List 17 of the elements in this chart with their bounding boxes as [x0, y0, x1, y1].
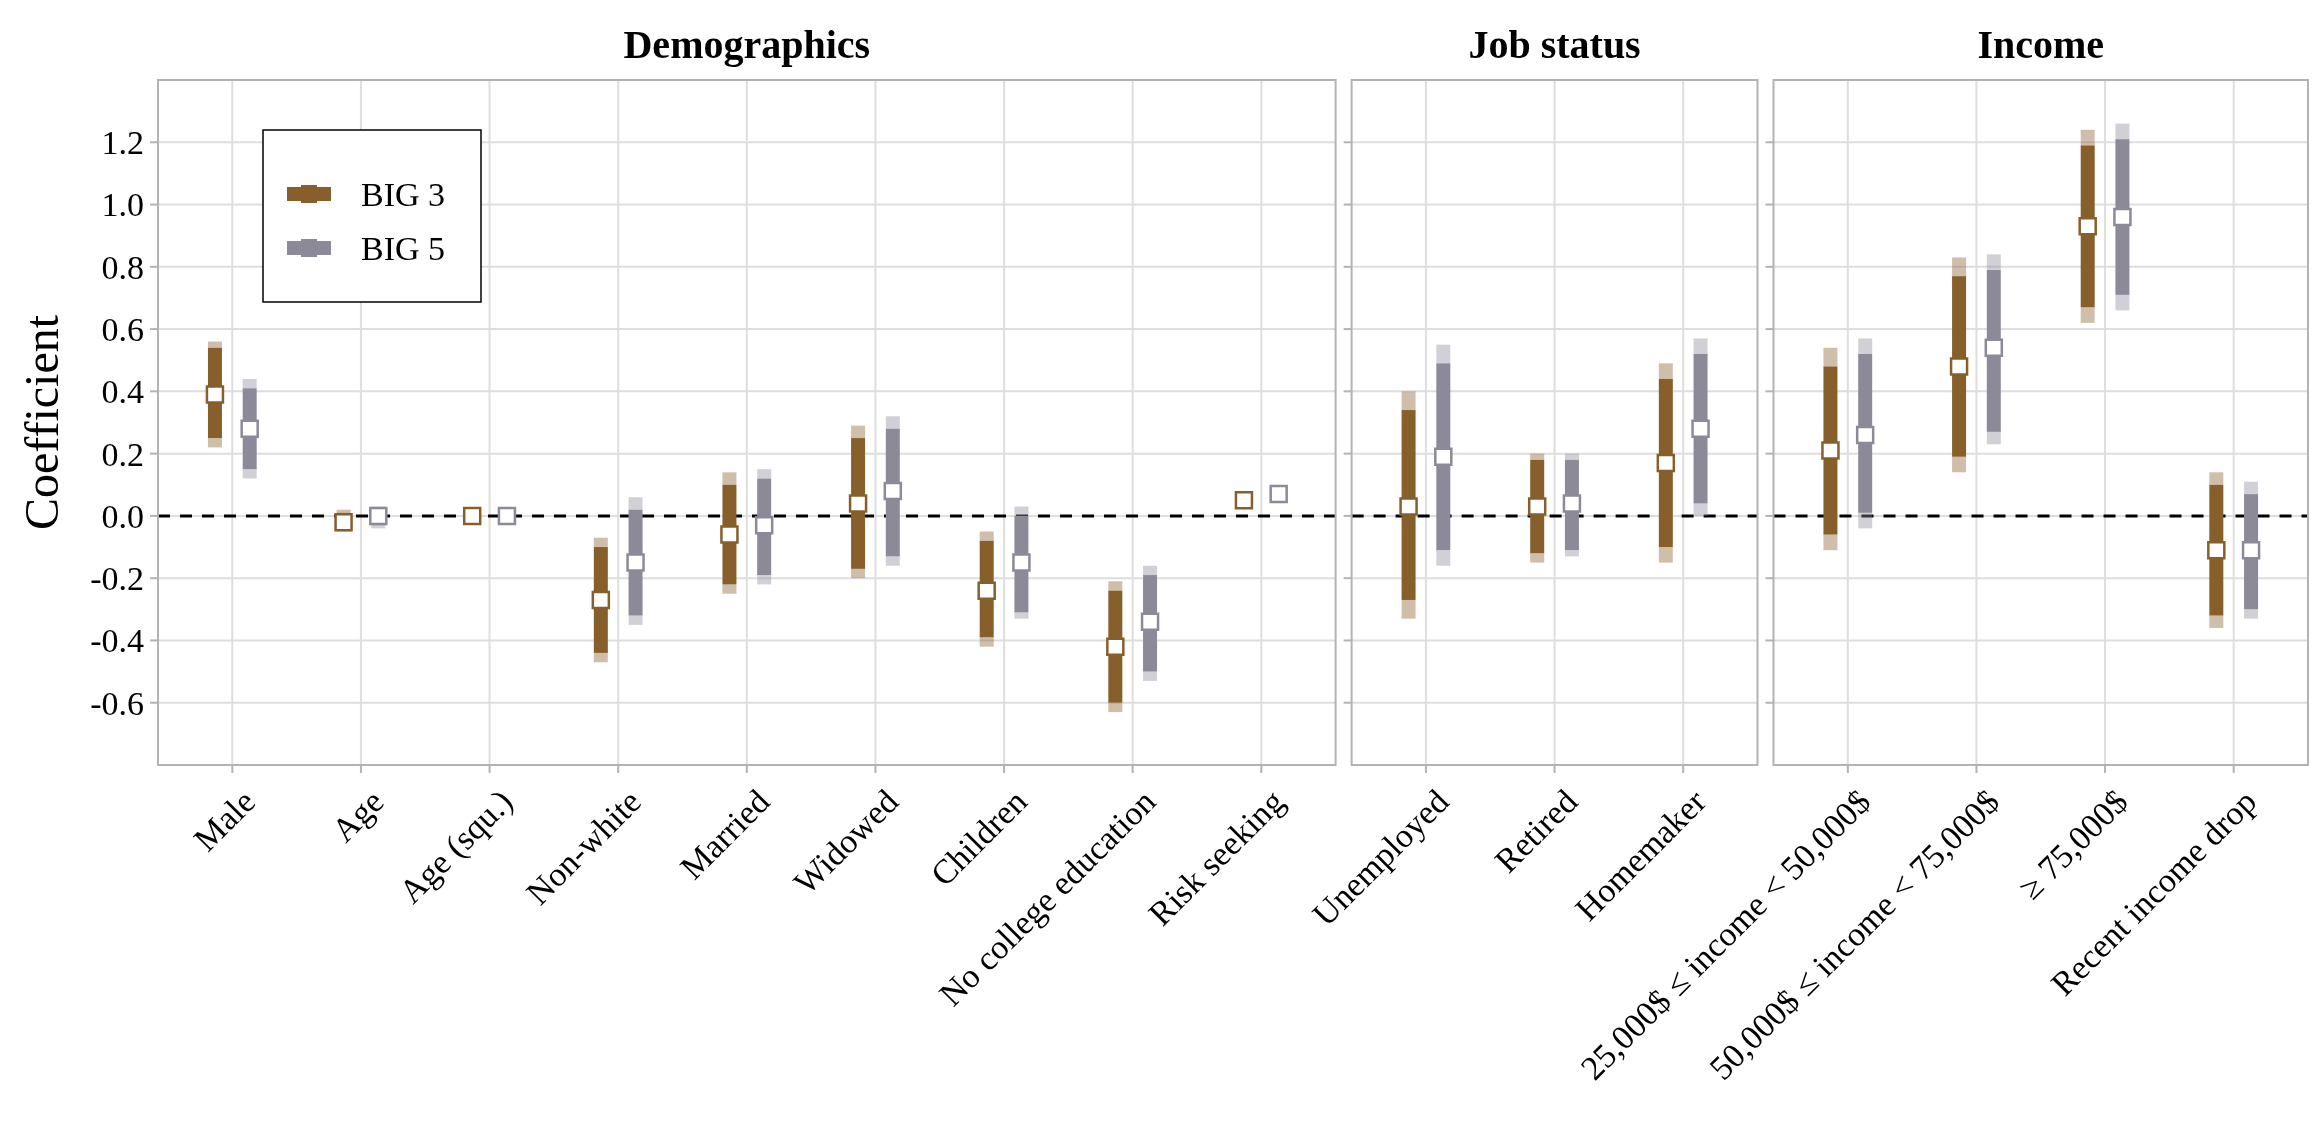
y-tick-label: -0.4	[90, 622, 144, 660]
x-tick-label: Age	[324, 782, 391, 849]
chart-title: Demographics	[623, 22, 871, 67]
y-tick-label: 1.0	[101, 186, 144, 224]
chart-title: Job status	[1468, 22, 1641, 67]
y-axis-title: Coefficient	[15, 314, 68, 531]
y-tick-label: 1.2	[101, 124, 144, 162]
y-tick-label: 0.6	[101, 310, 144, 348]
legend-label: BIG 5	[361, 229, 446, 267]
y-tick-label: 0.8	[101, 248, 144, 286]
y-tick-label: 0.0	[101, 497, 144, 535]
y-tick-label: 0.2	[101, 435, 144, 473]
y-tick-label: 0.4	[101, 373, 144, 411]
y-tick-label: -0.2	[90, 560, 144, 598]
y-tick-label: -0.6	[90, 684, 144, 722]
chart-title: Income	[1977, 22, 2105, 67]
legend-label: BIG 3	[361, 175, 446, 213]
